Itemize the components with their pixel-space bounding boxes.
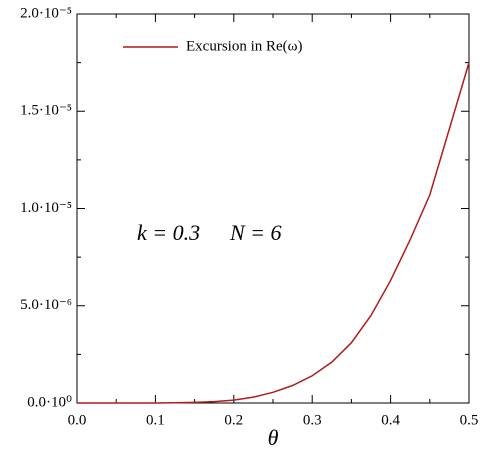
x-tick-label: 0.2 bbox=[224, 412, 243, 428]
x-axis-label: θ bbox=[268, 425, 279, 450]
y-tick-label: 5.0·10⁻⁶ bbox=[20, 297, 72, 313]
y-tick-label: 2.0·10⁻⁵ bbox=[20, 5, 72, 21]
x-tick-label: 0.0 bbox=[68, 412, 87, 428]
y-tick-label: 1.5·10⁻⁵ bbox=[20, 103, 72, 119]
x-tick-label: 0.4 bbox=[381, 412, 400, 428]
x-tick-label: 0.5 bbox=[460, 412, 479, 428]
series-line bbox=[77, 62, 470, 404]
x-tick-label: 0.1 bbox=[146, 412, 165, 428]
annotation: k = 0.3 bbox=[137, 220, 200, 245]
x-tick-label: 0.3 bbox=[303, 412, 322, 428]
y-tick-label: 0.0·10⁰ bbox=[27, 394, 72, 410]
plot-frame bbox=[76, 13, 470, 404]
annotation: N = 6 bbox=[229, 220, 282, 245]
legend-label: Excursion in Re(ω) bbox=[186, 38, 303, 54]
y-tick-label: 1.0·10⁻⁵ bbox=[20, 200, 72, 216]
